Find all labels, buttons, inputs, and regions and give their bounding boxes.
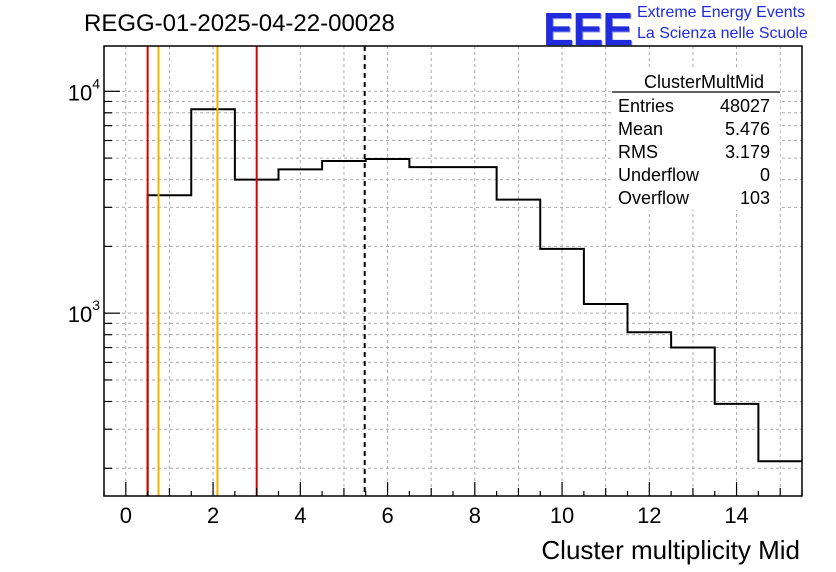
vertical-markers xyxy=(146,46,366,496)
stats-value-underflow: 0 xyxy=(760,165,770,185)
x-tick-label: 12 xyxy=(637,503,661,528)
x-tick-label: 14 xyxy=(724,503,748,528)
histogram-bin-8 xyxy=(497,200,541,496)
x-tick-label: 8 xyxy=(469,503,481,528)
histogram-series xyxy=(146,108,802,496)
brand-line-2: La Scienza nelle Scuole xyxy=(637,25,808,42)
stats-label-rms: RMS xyxy=(618,142,658,162)
stats-label-mean: Mean xyxy=(618,119,663,139)
histogram-bin-12 xyxy=(671,348,715,496)
histogram-bin-9 xyxy=(540,249,584,496)
stats-label-underflow: Underflow xyxy=(618,165,700,185)
histogram-bin-4 xyxy=(279,169,323,496)
histogram-bin-1 xyxy=(148,195,192,496)
stats-value-rms: 3.179 xyxy=(725,142,770,162)
stats-box-title: ClusterMultMid xyxy=(644,72,764,92)
histogram-bin-10 xyxy=(584,304,628,496)
histogram-bin-2 xyxy=(191,109,235,496)
x-tick-label: 6 xyxy=(381,503,393,528)
y-tick-label: 103 xyxy=(68,297,100,327)
histogram-bin-11 xyxy=(628,332,672,496)
axes: 0 2 4 6 8 10 12 14 103 104 xyxy=(68,75,803,528)
stats-value-mean: 5.476 xyxy=(725,119,770,139)
stats-box-background xyxy=(612,70,780,210)
y-tick-label: 104 xyxy=(68,75,100,105)
x-axis-label: Cluster multiplicity Mid xyxy=(541,535,800,565)
stats-label-entries: Entries xyxy=(618,96,674,116)
stats-value-overflow: 103 xyxy=(740,188,770,208)
brand-line-1: Extreme Energy Events xyxy=(637,4,806,21)
stats-box: ClusterMultMid Entries 48027 Mean 5.476 RMS 3.… xyxy=(612,70,780,210)
x-tick-label: 4 xyxy=(294,503,306,528)
x-tick-label: 2 xyxy=(207,503,219,528)
x-tick-label: 0 xyxy=(120,503,132,528)
histogram-bin-5 xyxy=(322,161,366,496)
x-tick-label: 10 xyxy=(550,503,574,528)
histogram-outline xyxy=(146,108,802,496)
histogram-bin-6 xyxy=(366,159,410,496)
run-title: REGG-01-2025-04-22-00028 xyxy=(84,10,395,37)
stats-label-overflow: Overflow xyxy=(618,188,690,208)
histogram-bin-7 xyxy=(409,167,496,496)
stats-value-entries: 48027 xyxy=(720,96,770,116)
